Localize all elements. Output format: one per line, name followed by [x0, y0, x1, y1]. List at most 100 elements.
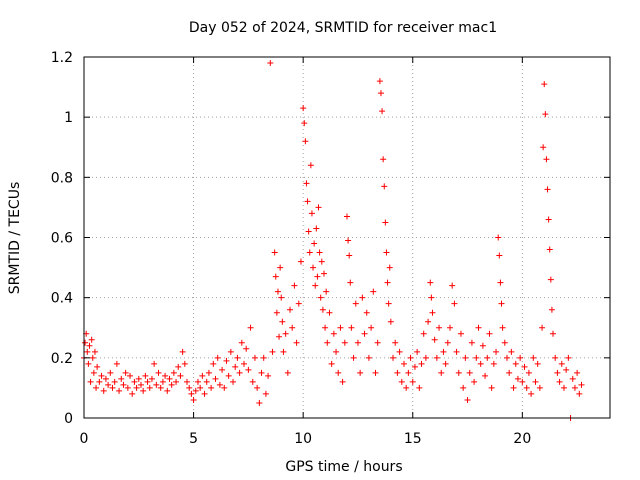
data-point [521, 363, 528, 370]
data-point [129, 390, 136, 397]
data-point [225, 372, 232, 379]
data-point [88, 336, 95, 343]
data-point [305, 228, 312, 235]
data-point [560, 384, 567, 391]
data-point [466, 369, 473, 376]
data-point [238, 339, 245, 346]
data-point [245, 366, 252, 373]
data-point [512, 360, 519, 367]
y-tick-label: 0.2 [51, 351, 73, 367]
data-point [184, 378, 191, 385]
data-point [291, 282, 298, 289]
data-point [87, 378, 94, 385]
data-point [363, 309, 370, 316]
y-axis-title: SRMTID / TECUs [7, 182, 23, 295]
data-point [428, 294, 435, 301]
data-point [344, 213, 350, 220]
data-point [307, 162, 314, 169]
data-point [390, 354, 397, 361]
data-point [565, 354, 572, 361]
data-point [519, 378, 526, 385]
data-point [545, 216, 552, 223]
data-point [105, 381, 112, 388]
x-tick-label: 10 [294, 431, 312, 447]
data-point [451, 300, 458, 307]
data-point [499, 324, 506, 331]
data-point [468, 339, 475, 346]
data-point [289, 324, 296, 331]
data-point [546, 246, 553, 253]
data-point [155, 369, 162, 376]
data-point [232, 363, 239, 370]
data-point [361, 330, 368, 337]
data-point [422, 354, 429, 361]
data-point [425, 318, 432, 325]
data-point [447, 324, 454, 331]
data-point [320, 270, 327, 277]
data-point [550, 330, 557, 337]
data-point [304, 198, 311, 205]
data-point [90, 369, 97, 376]
data-point [471, 378, 478, 385]
data-point [142, 372, 149, 379]
data-point [312, 282, 319, 289]
data-point [379, 108, 386, 115]
y-tick-label: 0 [64, 411, 73, 427]
x-axis-title: GPS time / hours [285, 459, 402, 475]
data-point [542, 111, 549, 118]
data-point [236, 369, 243, 376]
data-point [464, 396, 471, 403]
data-point [385, 300, 392, 307]
data-point [484, 354, 491, 361]
data-point [486, 330, 493, 337]
data-point [82, 339, 89, 346]
data-point [400, 360, 407, 367]
axis-ticks [83, 56, 610, 419]
data-point [497, 279, 504, 286]
data-point [540, 144, 547, 151]
data-point [556, 378, 563, 385]
data-point [111, 378, 118, 385]
data-point [475, 324, 482, 331]
data-point [383, 249, 390, 256]
data-point [302, 138, 309, 145]
data-point [140, 387, 147, 394]
data-point [346, 252, 353, 259]
data-point [107, 369, 114, 376]
data-point [254, 384, 261, 391]
data-point [243, 345, 250, 352]
data-point [552, 354, 559, 361]
data-point [98, 372, 105, 379]
data-point [455, 369, 462, 376]
data-point [315, 204, 322, 211]
data-point [120, 381, 127, 388]
x-tick-label: 5 [189, 431, 198, 447]
data-point [440, 348, 447, 355]
data-point [457, 330, 464, 337]
data-point [547, 276, 554, 283]
data-point [418, 360, 425, 367]
data-point [324, 339, 331, 346]
data-point [190, 396, 197, 403]
data-point [272, 273, 279, 280]
data-point [563, 366, 570, 373]
data-point [374, 339, 381, 346]
data-point [558, 360, 565, 367]
data-point [544, 186, 551, 193]
y-tick-label: 0.8 [51, 170, 73, 186]
data-point [543, 156, 550, 163]
data-point [293, 339, 300, 346]
data-point [221, 384, 228, 391]
data-point [382, 219, 389, 226]
data-point [166, 375, 173, 382]
y-tick-label: 0.4 [51, 291, 73, 307]
data-point [91, 348, 98, 355]
data-point [318, 258, 325, 265]
data-point [384, 279, 391, 286]
data-point [381, 183, 388, 190]
data-point [313, 225, 320, 232]
data-point [131, 378, 138, 385]
data-point [460, 384, 467, 391]
x-tick-label: 20 [513, 431, 531, 447]
